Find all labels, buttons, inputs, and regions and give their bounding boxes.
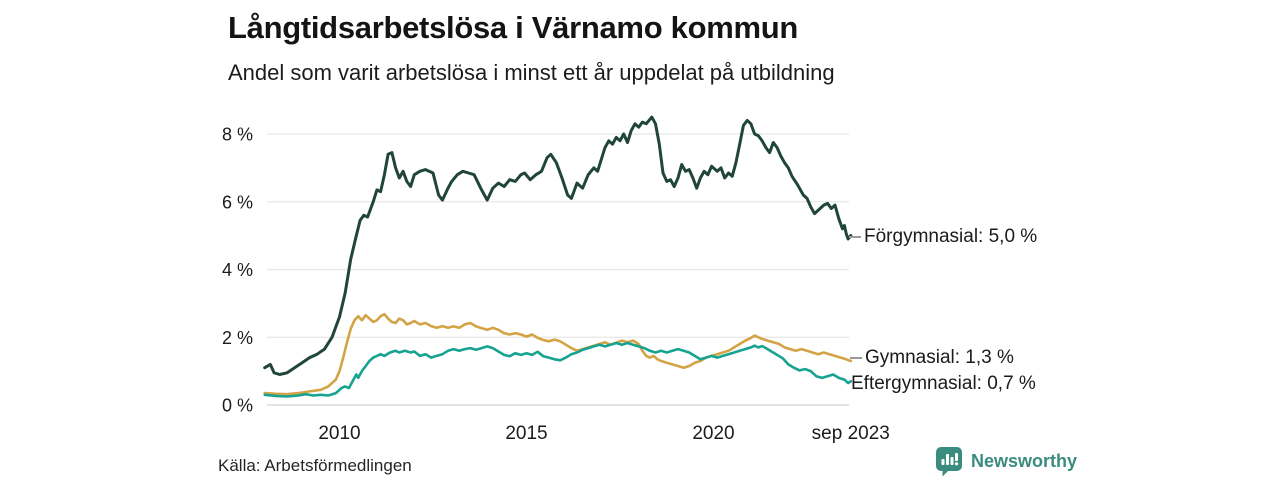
y-tick-label: 4 %	[222, 260, 253, 280]
series-label-gymnasial: Gymnasial: 1,3 %	[865, 347, 1014, 368]
label-connector-forgymnasial	[849, 236, 861, 238]
label-connector-gymnasial	[850, 357, 862, 359]
newsworthy-logo-text[interactable]: Newsworthy	[971, 451, 1078, 471]
page-title: Långtidsarbetslösa i Värnamo kommun	[228, 10, 799, 45]
newsworthy-bubble-chart-icon	[935, 446, 963, 477]
x-tick-label: 2010	[318, 423, 360, 444]
series-line-eftergymnasial	[263, 341, 853, 398]
y-tick-label: 2 %	[222, 328, 253, 348]
y-tick-label: 8 %	[222, 125, 253, 145]
newsworthy-logo[interactable]: Newsworthy	[935, 446, 1077, 477]
page-subtitle: Andel som varit arbetslösa i minst ett å…	[228, 60, 835, 85]
x-tick-label: 2020	[692, 423, 734, 444]
series-line-förgymnasial	[263, 115, 853, 376]
y-tick-label: 6 %	[222, 192, 253, 212]
series-label-eftergymnasial: Eftergymnasial: 0,7 %	[851, 373, 1036, 394]
source-note: Källa: Arbetsförmedlingen	[218, 456, 412, 475]
x-tick-label: sep 2023	[812, 423, 890, 444]
x-tick-label: 2015	[505, 423, 547, 444]
y-tick-label: 0 %	[222, 396, 253, 416]
series-line-gymnasial	[263, 312, 853, 396]
series-label-forgymnasial: Förgymnasial: 5,0 %	[864, 226, 1038, 247]
